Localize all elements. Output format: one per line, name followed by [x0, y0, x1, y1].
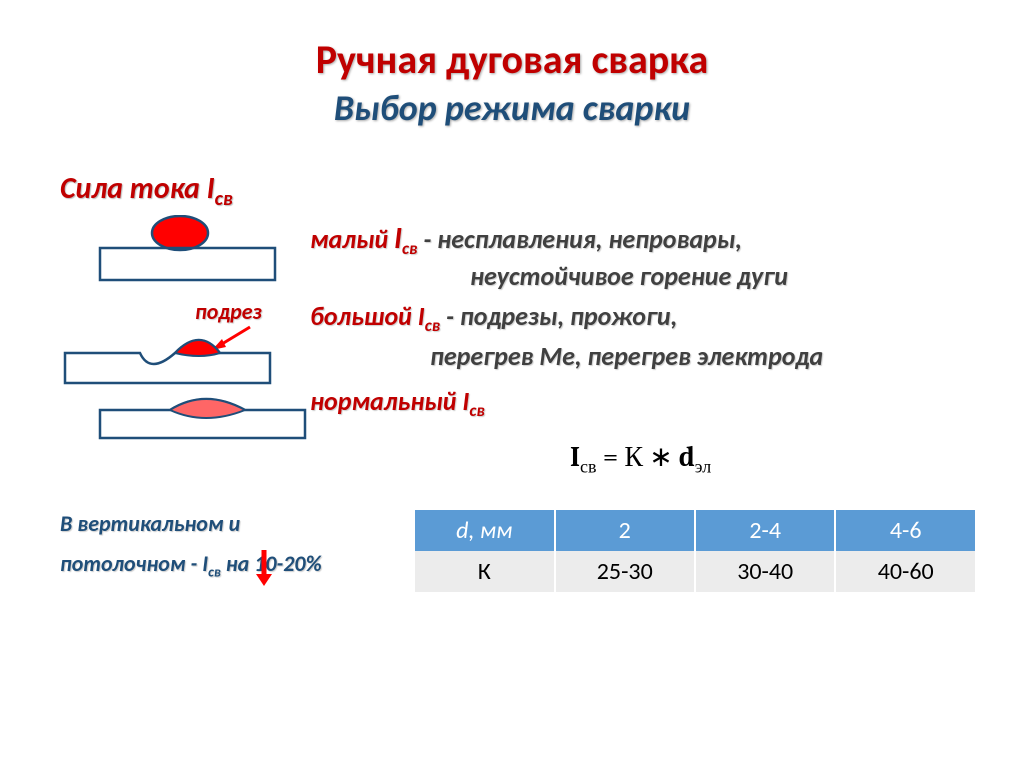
diagram-high-current: [60, 335, 280, 390]
formula: Iсв = К ∗ dэл: [570, 440, 711, 478]
high-current-line1: большой Iсв - подрезы, прожоги,: [310, 300, 677, 336]
sub-title: Выбор режима сварки: [0, 86, 1024, 130]
title-block: Ручная дуговая сварка Выбор режима сварк…: [0, 0, 1024, 130]
table-row: К 25-30 30-40 40-60: [415, 551, 975, 592]
parameters-table: d, мм 2 2-4 4-6 К 25-30 30-40 40-60: [415, 510, 975, 592]
col-2: 2: [555, 510, 695, 551]
col-46: 4-6: [835, 510, 975, 551]
main-title: Ручная дуговая сварка: [0, 35, 1024, 84]
footnote-line2: потолочном - Iсв на 10-20%: [60, 550, 322, 580]
cell-2530: 25-30: [555, 551, 695, 592]
high-current-line2: перегрев Ме, перегрев электрода: [430, 340, 823, 372]
col-d: d, мм: [456, 516, 512, 545]
normal-current-line: нормальный Iсв: [310, 385, 485, 421]
col-24: 2-4: [695, 510, 835, 551]
cell-4060: 40-60: [835, 551, 975, 592]
cell-k: К: [415, 551, 555, 592]
section-heading: Сила тока Iсв: [60, 170, 233, 211]
diagram-normal-current: [95, 390, 315, 445]
table-header-row: d, мм 2 2-4 4-6: [415, 510, 975, 551]
footnote-line1: В вертикальном и: [60, 510, 240, 537]
down-arrow-icon: [252, 548, 276, 588]
diagram-low-current: [95, 215, 295, 290]
low-current-line1: малый Iсв - несплавления, непровары,: [310, 220, 742, 259]
cell-3040: 30-40: [695, 551, 835, 592]
podrez-label: подрез: [195, 298, 262, 325]
low-current-line2: неустойчивое горение дуги: [470, 260, 788, 292]
